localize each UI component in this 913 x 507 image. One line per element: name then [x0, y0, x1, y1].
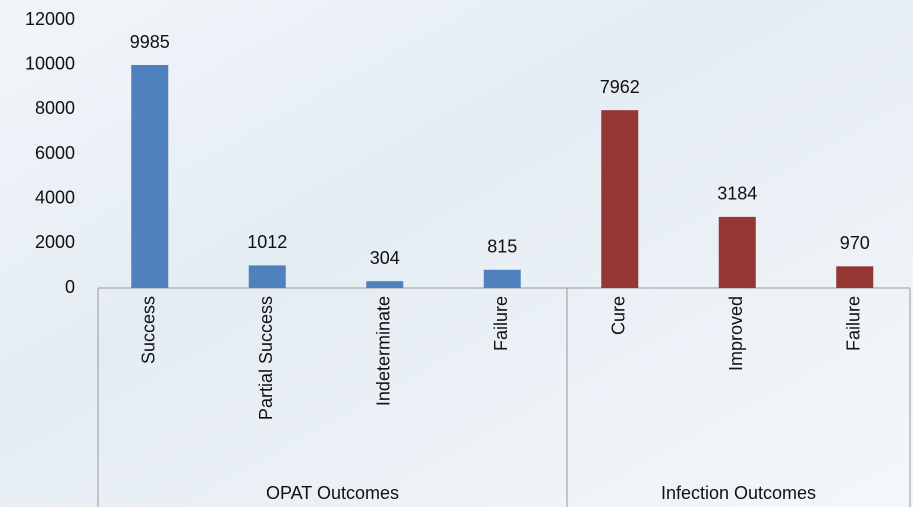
value-label: 7962 — [600, 77, 640, 97]
y-tick-label: 0 — [65, 277, 75, 297]
y-tick-label: 6000 — [35, 143, 75, 163]
y-tick-label: 10000 — [25, 53, 75, 73]
bar — [366, 281, 404, 288]
value-label: 9985 — [130, 32, 170, 52]
group-label: Infection Outcomes — [661, 483, 816, 503]
x-tick-label: Failure — [844, 296, 864, 351]
bar — [836, 266, 874, 288]
bar — [601, 110, 639, 288]
value-label: 3184 — [717, 184, 757, 204]
value-label: 1012 — [247, 232, 287, 252]
y-tick-label: 2000 — [35, 232, 75, 252]
bar — [483, 269, 521, 288]
value-label: 304 — [370, 248, 400, 268]
x-tick-label: Partial Success — [256, 296, 276, 420]
bar — [718, 216, 756, 288]
x-tick-label: Improved — [726, 296, 746, 371]
x-tick-label: Cure — [609, 296, 629, 335]
y-tick-label: 8000 — [35, 98, 75, 118]
x-tick-label: Success — [139, 296, 159, 364]
y-tick-label: 12000 — [25, 9, 75, 29]
group-label: OPAT Outcomes — [266, 483, 399, 503]
value-label: 970 — [840, 233, 870, 253]
y-tick-label: 4000 — [35, 187, 75, 207]
value-label: 815 — [487, 237, 517, 257]
x-tick-label: Failure — [491, 296, 511, 351]
bar — [131, 65, 169, 288]
x-tick-label: Indeterminate — [374, 296, 394, 406]
bar — [248, 265, 286, 288]
